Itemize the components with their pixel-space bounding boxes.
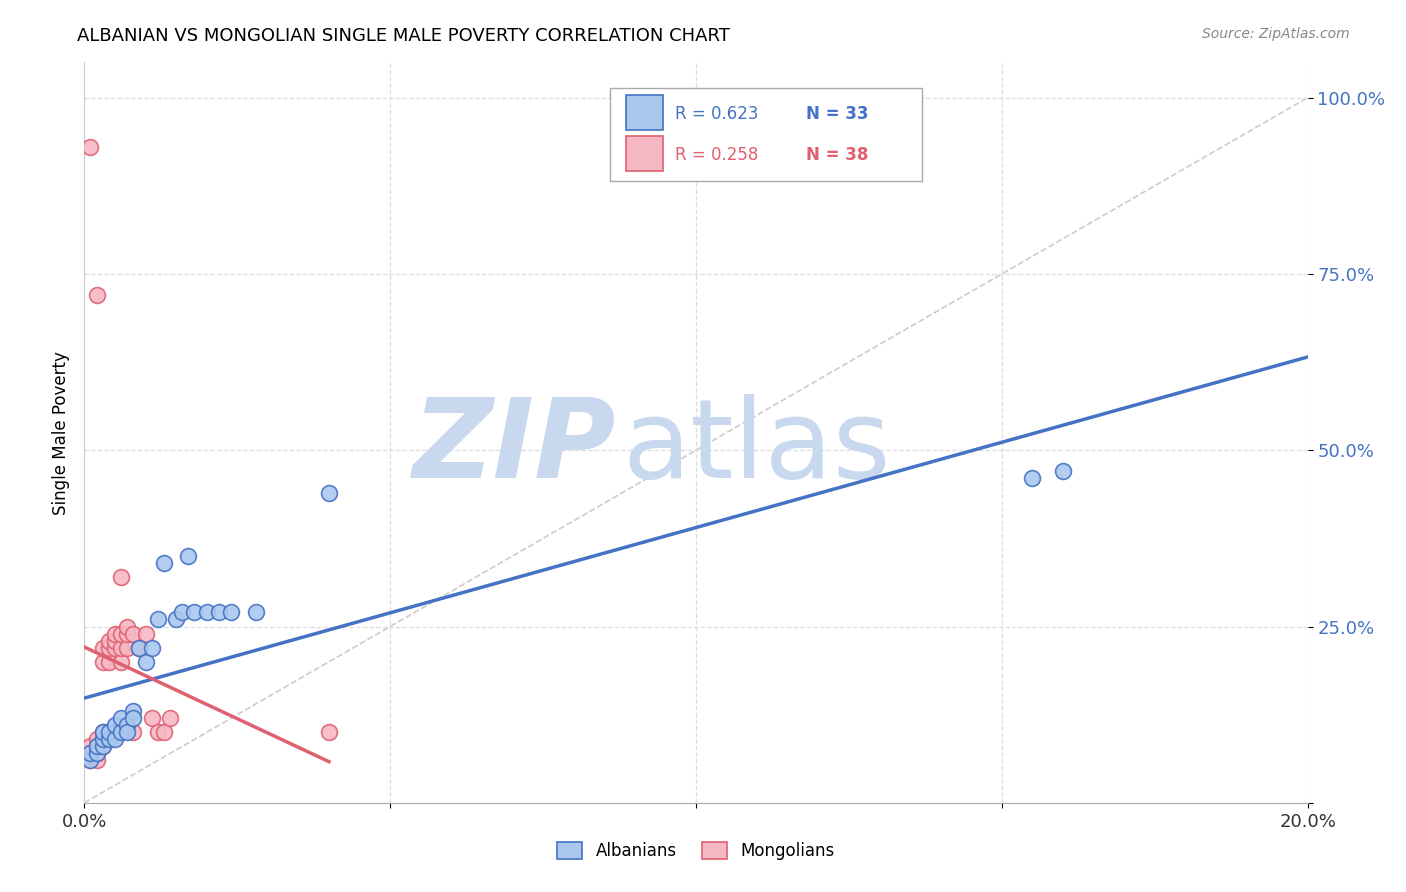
Point xyxy=(115,725,138,739)
Text: N = 38: N = 38 xyxy=(806,146,869,164)
Text: N = 33: N = 33 xyxy=(806,105,869,123)
Point xyxy=(91,732,114,747)
Point xyxy=(245,606,267,620)
Point xyxy=(172,606,194,620)
Point xyxy=(97,725,120,739)
Point xyxy=(104,640,127,655)
Point xyxy=(97,725,120,739)
Point xyxy=(115,640,138,655)
Point xyxy=(97,640,120,655)
Point xyxy=(128,640,150,655)
Point xyxy=(86,747,108,761)
Point xyxy=(97,732,120,747)
Point xyxy=(141,711,163,725)
Point xyxy=(318,485,340,500)
Point xyxy=(91,732,114,747)
Point xyxy=(86,754,108,768)
Point xyxy=(115,626,138,640)
Point xyxy=(104,633,127,648)
Text: ZIP: ZIP xyxy=(413,394,616,501)
Text: ALBANIAN VS MONGOLIAN SINGLE MALE POVERTY CORRELATION CHART: ALBANIAN VS MONGOLIAN SINGLE MALE POVERT… xyxy=(77,27,730,45)
Point xyxy=(86,739,108,754)
Point xyxy=(208,606,231,620)
Point xyxy=(146,725,169,739)
Point xyxy=(110,570,132,584)
Point xyxy=(153,725,176,739)
FancyBboxPatch shape xyxy=(610,88,922,181)
Point xyxy=(91,725,114,739)
Point xyxy=(318,725,340,739)
Point xyxy=(97,633,120,648)
Point xyxy=(115,619,138,633)
Point xyxy=(79,739,101,754)
Point xyxy=(122,704,145,718)
Point xyxy=(79,747,101,761)
Point xyxy=(159,711,181,725)
Point xyxy=(122,626,145,640)
Point xyxy=(86,288,108,302)
Legend: Albanians, Mongolians: Albanians, Mongolians xyxy=(550,834,842,869)
Point xyxy=(86,732,108,747)
Point xyxy=(79,754,101,768)
Text: R = 0.258: R = 0.258 xyxy=(675,146,759,164)
Point xyxy=(104,732,127,747)
Point xyxy=(1021,471,1043,485)
Point xyxy=(97,732,120,747)
Point xyxy=(97,655,120,669)
Point xyxy=(1052,464,1074,478)
Point xyxy=(165,612,187,626)
Point xyxy=(104,626,127,640)
Y-axis label: Single Male Poverty: Single Male Poverty xyxy=(52,351,70,515)
Point xyxy=(91,739,114,754)
Point xyxy=(110,725,132,739)
Point xyxy=(91,655,114,669)
Point xyxy=(110,626,132,640)
Point xyxy=(86,747,108,761)
Text: atlas: atlas xyxy=(623,394,891,501)
Point xyxy=(110,655,132,669)
Point xyxy=(110,711,132,725)
Point xyxy=(91,640,114,655)
Point xyxy=(79,747,101,761)
Point xyxy=(135,655,157,669)
Point xyxy=(104,725,127,739)
Point xyxy=(110,640,132,655)
Bar xyxy=(626,95,664,130)
Point xyxy=(79,754,101,768)
Point xyxy=(195,606,218,620)
Point xyxy=(91,725,114,739)
Bar xyxy=(626,136,664,171)
Text: R = 0.623: R = 0.623 xyxy=(675,105,759,123)
Point xyxy=(219,606,242,620)
Point xyxy=(122,711,145,725)
Point xyxy=(128,640,150,655)
Point xyxy=(153,556,176,570)
Point xyxy=(122,725,145,739)
Point xyxy=(183,606,205,620)
Point xyxy=(115,718,138,732)
Text: Source: ZipAtlas.com: Source: ZipAtlas.com xyxy=(1202,27,1350,41)
Point xyxy=(91,739,114,754)
Point xyxy=(177,549,200,563)
Point xyxy=(141,640,163,655)
Point xyxy=(79,140,101,154)
Point xyxy=(135,626,157,640)
Point xyxy=(104,718,127,732)
Point xyxy=(146,612,169,626)
